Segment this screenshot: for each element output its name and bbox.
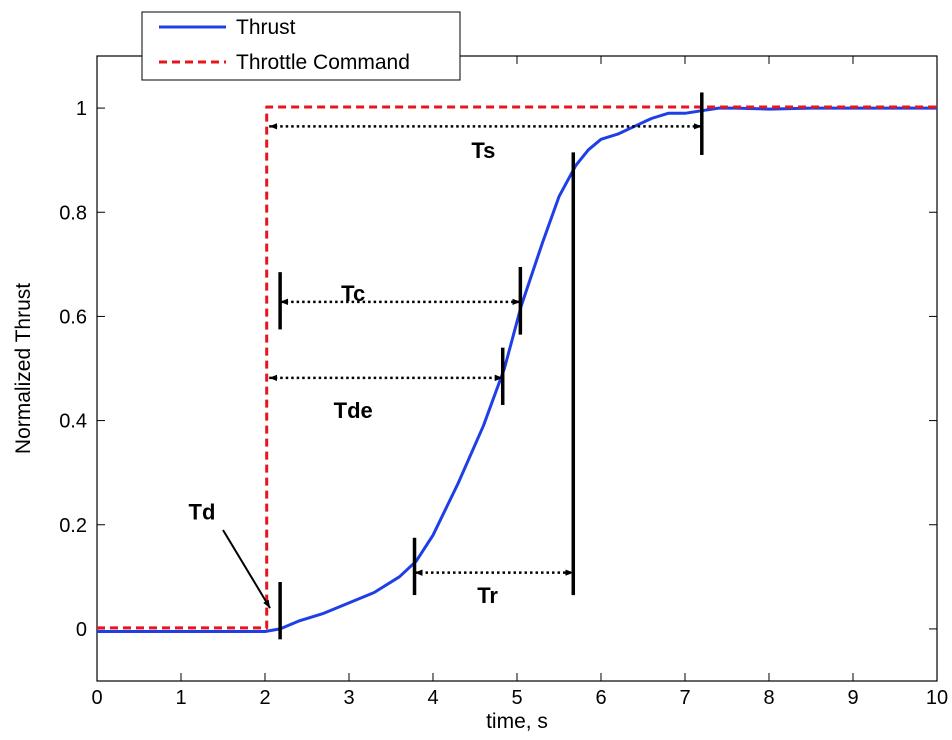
x-tick-label: 7 (679, 687, 690, 709)
series-line-thrust (97, 106, 937, 633)
x-tick-label: 2 (259, 687, 270, 709)
x-tick-label: 9 (847, 687, 858, 709)
y-tick-label: 0 (76, 619, 87, 641)
legend-box (141, 11, 461, 81)
legend-entry-thrust: Thrust (236, 16, 296, 39)
y-tick-label: 1 (76, 98, 87, 120)
annotation-td-arrow (222, 529, 271, 609)
annotation-tc-label: Tc (341, 281, 365, 306)
legend: Thrust Throttle Command (141, 11, 461, 81)
annotation-td-label: Td (189, 500, 216, 525)
x-axis-label: time, s (486, 710, 548, 733)
legend-entry-throttle-command: Throttle Command (236, 51, 410, 74)
annotation-ts-label: Ts (471, 138, 495, 163)
x-tick-label: 6 (595, 687, 606, 709)
y-tick-label: 0.8 (59, 202, 87, 224)
x-tick-label: 5 (511, 687, 522, 709)
x-tick-label: 8 (763, 687, 774, 709)
y-tick-label: 0.2 (59, 515, 87, 537)
axes-frame (96, 55, 938, 682)
annotation-tr-label: Tr (477, 583, 498, 608)
x-tick-label: 0 (91, 687, 102, 709)
y-tick-label: 0.4 (59, 411, 87, 433)
plot-area: 0 1 2 3 4 5 6 7 8 9 10 0 0.2 0.4 0.6 0.8 1 Ts Tc Tde Tr Td (59, 55, 948, 709)
x-tick-label: 3 (343, 687, 354, 709)
y-axis-label: Normalized Thrust (12, 283, 35, 454)
annotation-tde-label: Tde (334, 398, 373, 423)
x-tick-label: 4 (427, 687, 438, 709)
y-tick-label: 0.6 (59, 306, 87, 328)
x-tick-label: 1 (175, 687, 186, 709)
x-tick-label: 10 (926, 687, 948, 709)
series-line-throttle-command (97, 105, 937, 630)
